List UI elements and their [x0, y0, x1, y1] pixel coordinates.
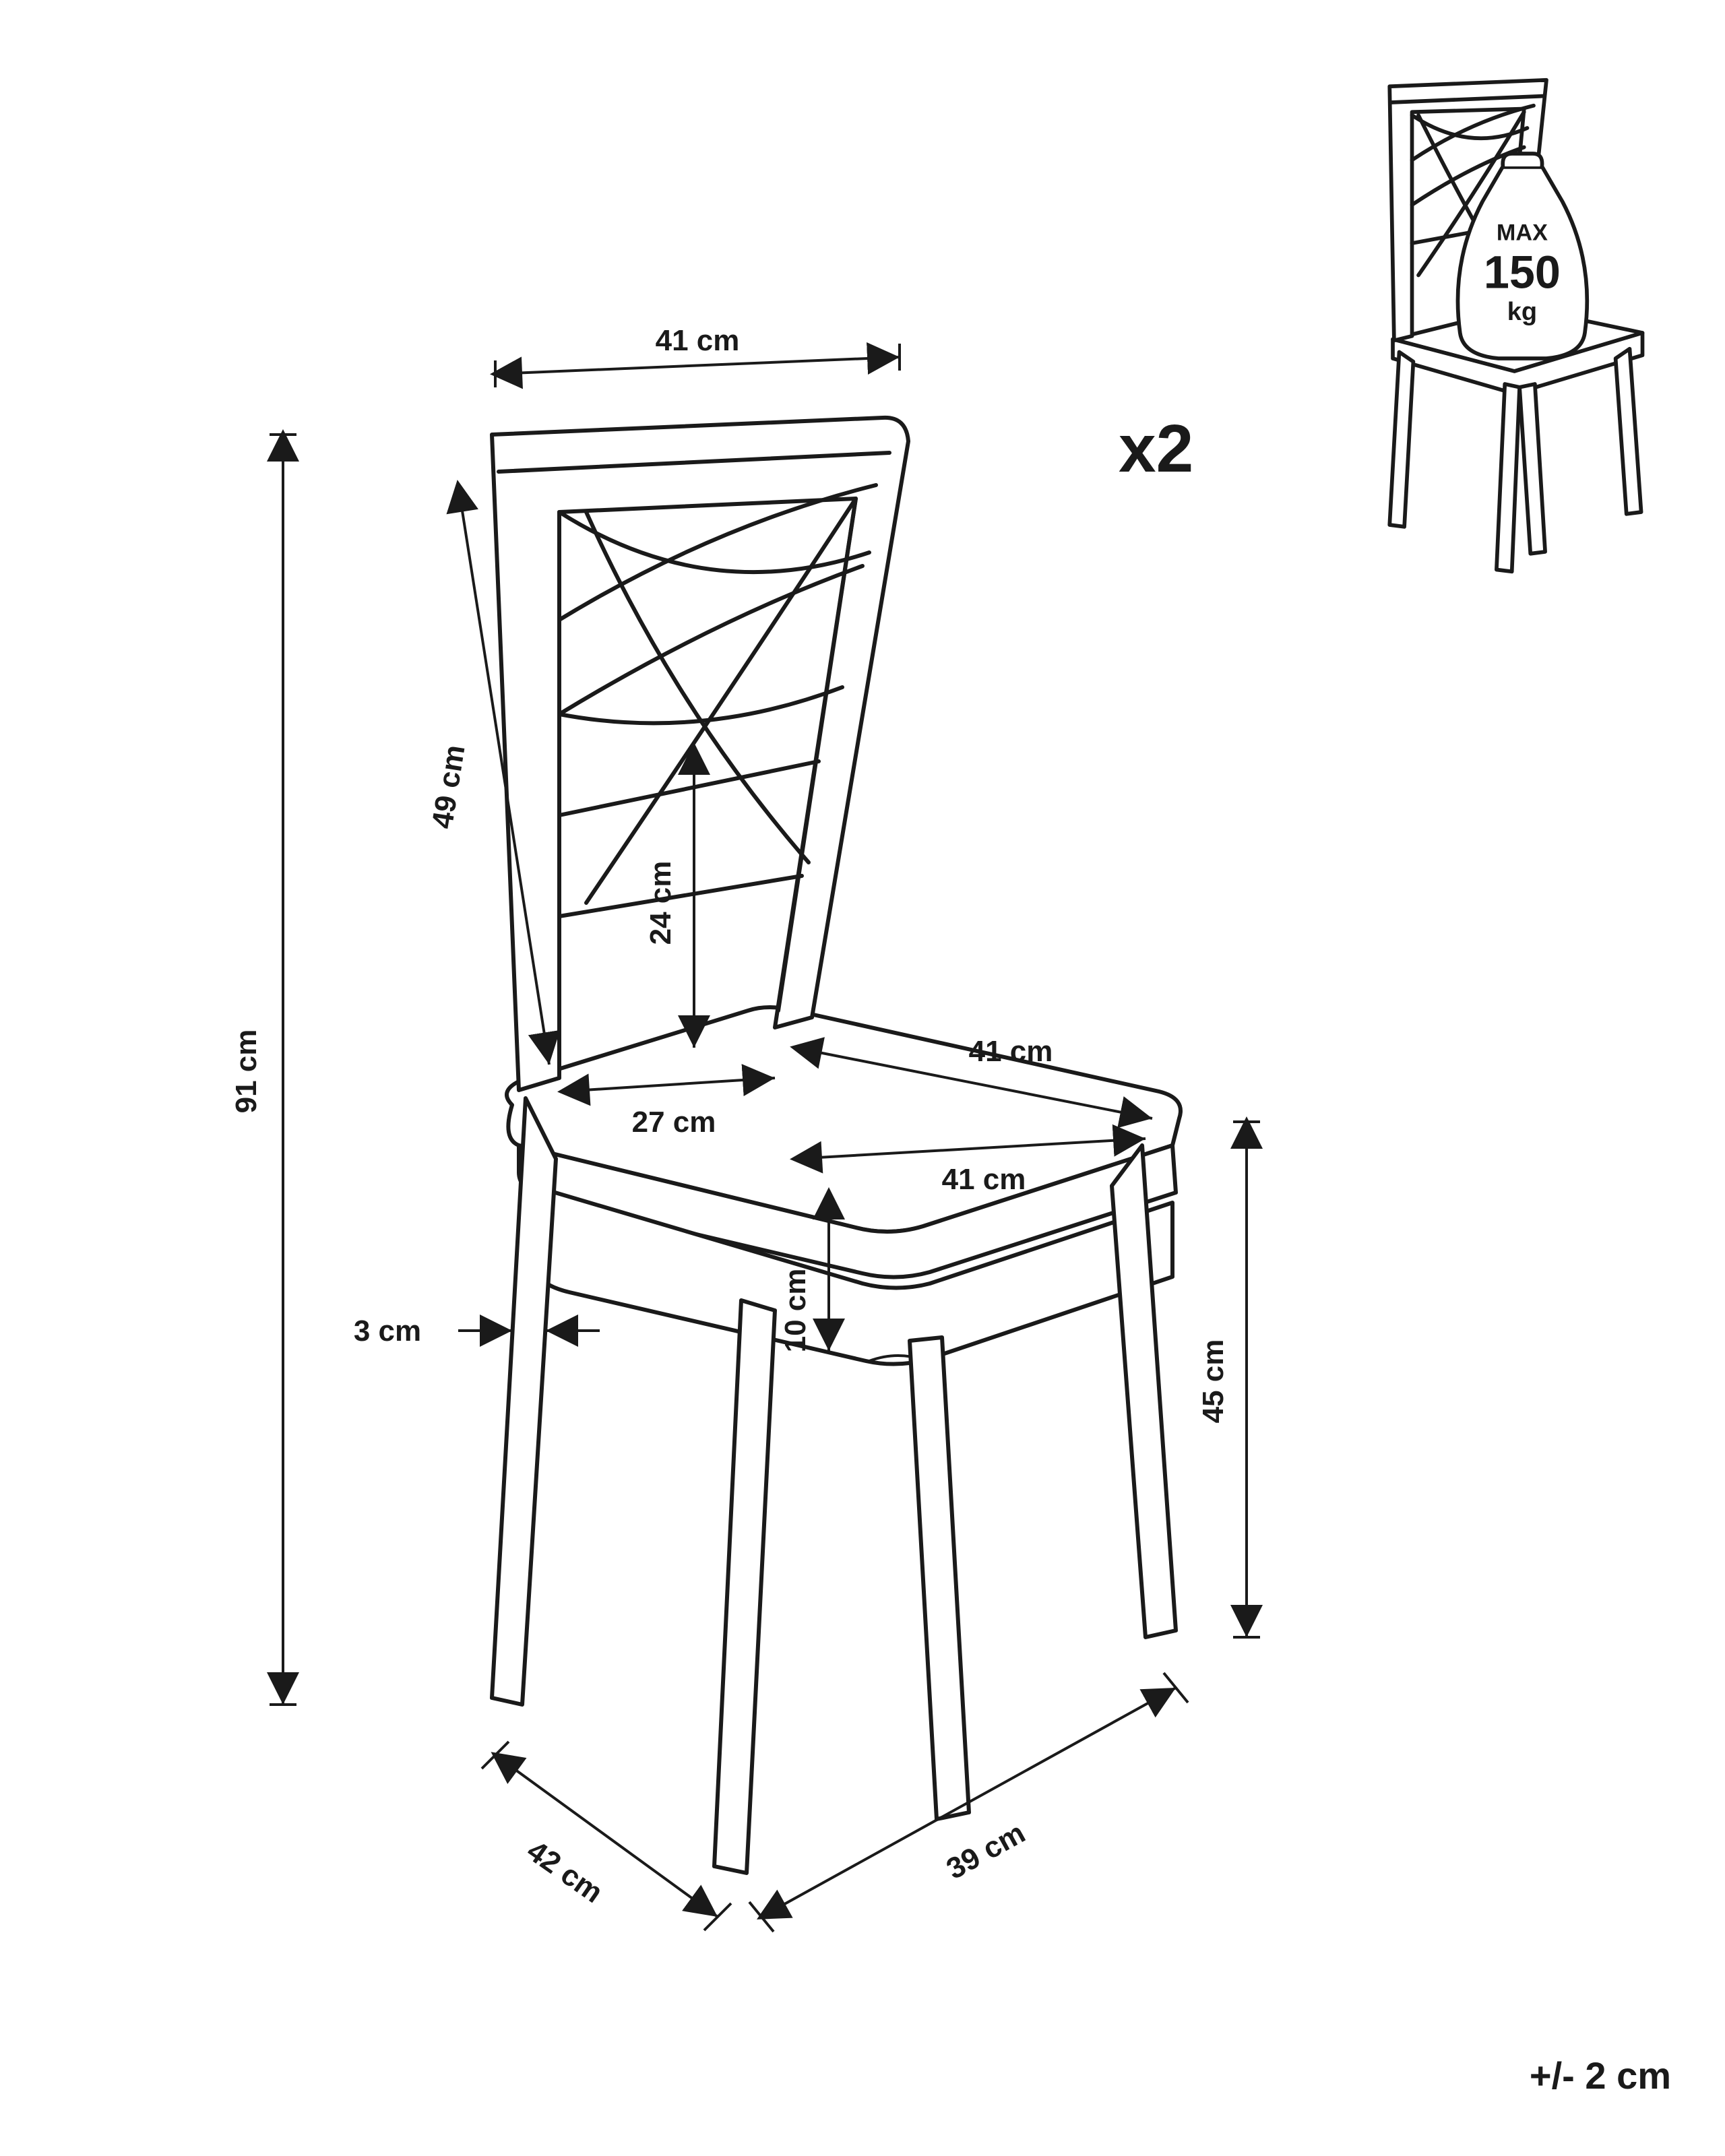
label-seat-side-a: 41 cm [969, 1035, 1053, 1068]
label-backrest-height: 49 cm [426, 742, 472, 831]
label-base-depth: 42 cm [521, 1834, 608, 1909]
label-total-height: 91 cm [230, 1029, 263, 1114]
label-seat-to-apron: 10 cm [779, 1269, 812, 1353]
label-seat-side-b: 41 cm [942, 1163, 1026, 1196]
label-seat-height: 45 cm [1197, 1339, 1230, 1424]
dim-leg-thickness: 3 cm [354, 1314, 600, 1348]
label-base-width: 39 cm [941, 1816, 1031, 1886]
dim-seat-height: 45 cm [1197, 1122, 1260, 1637]
label-leg-thickness: 3 cm [354, 1314, 421, 1348]
tolerance-label: +/- 2 cm [1530, 2054, 1671, 2097]
dimension-diagram: 41 cm 91 cm 49 cm 24 cm 27 cm 41 cm 41 c… [0, 0, 1725, 2156]
weight-value: 150 [1484, 247, 1561, 298]
dim-top-width: 41 cm [495, 324, 900, 387]
dim-total-height: 91 cm [230, 435, 296, 1705]
label-inner-back: 24 cm [644, 861, 677, 945]
weight-max-label: MAX [1497, 220, 1548, 245]
label-seat-back-width: 27 cm [632, 1106, 716, 1139]
weight-capacity-inset: MAX 150 kg [1389, 80, 1642, 572]
dim-base-width: 39 cm [749, 1673, 1188, 1932]
label-top-width: 41 cm [656, 324, 740, 357]
weight-unit: kg [1507, 298, 1537, 326]
main-chair-drawing [492, 418, 1181, 1873]
quantity-label: x2 [1119, 411, 1193, 486]
dim-base-depth: 42 cm [482, 1742, 731, 1930]
